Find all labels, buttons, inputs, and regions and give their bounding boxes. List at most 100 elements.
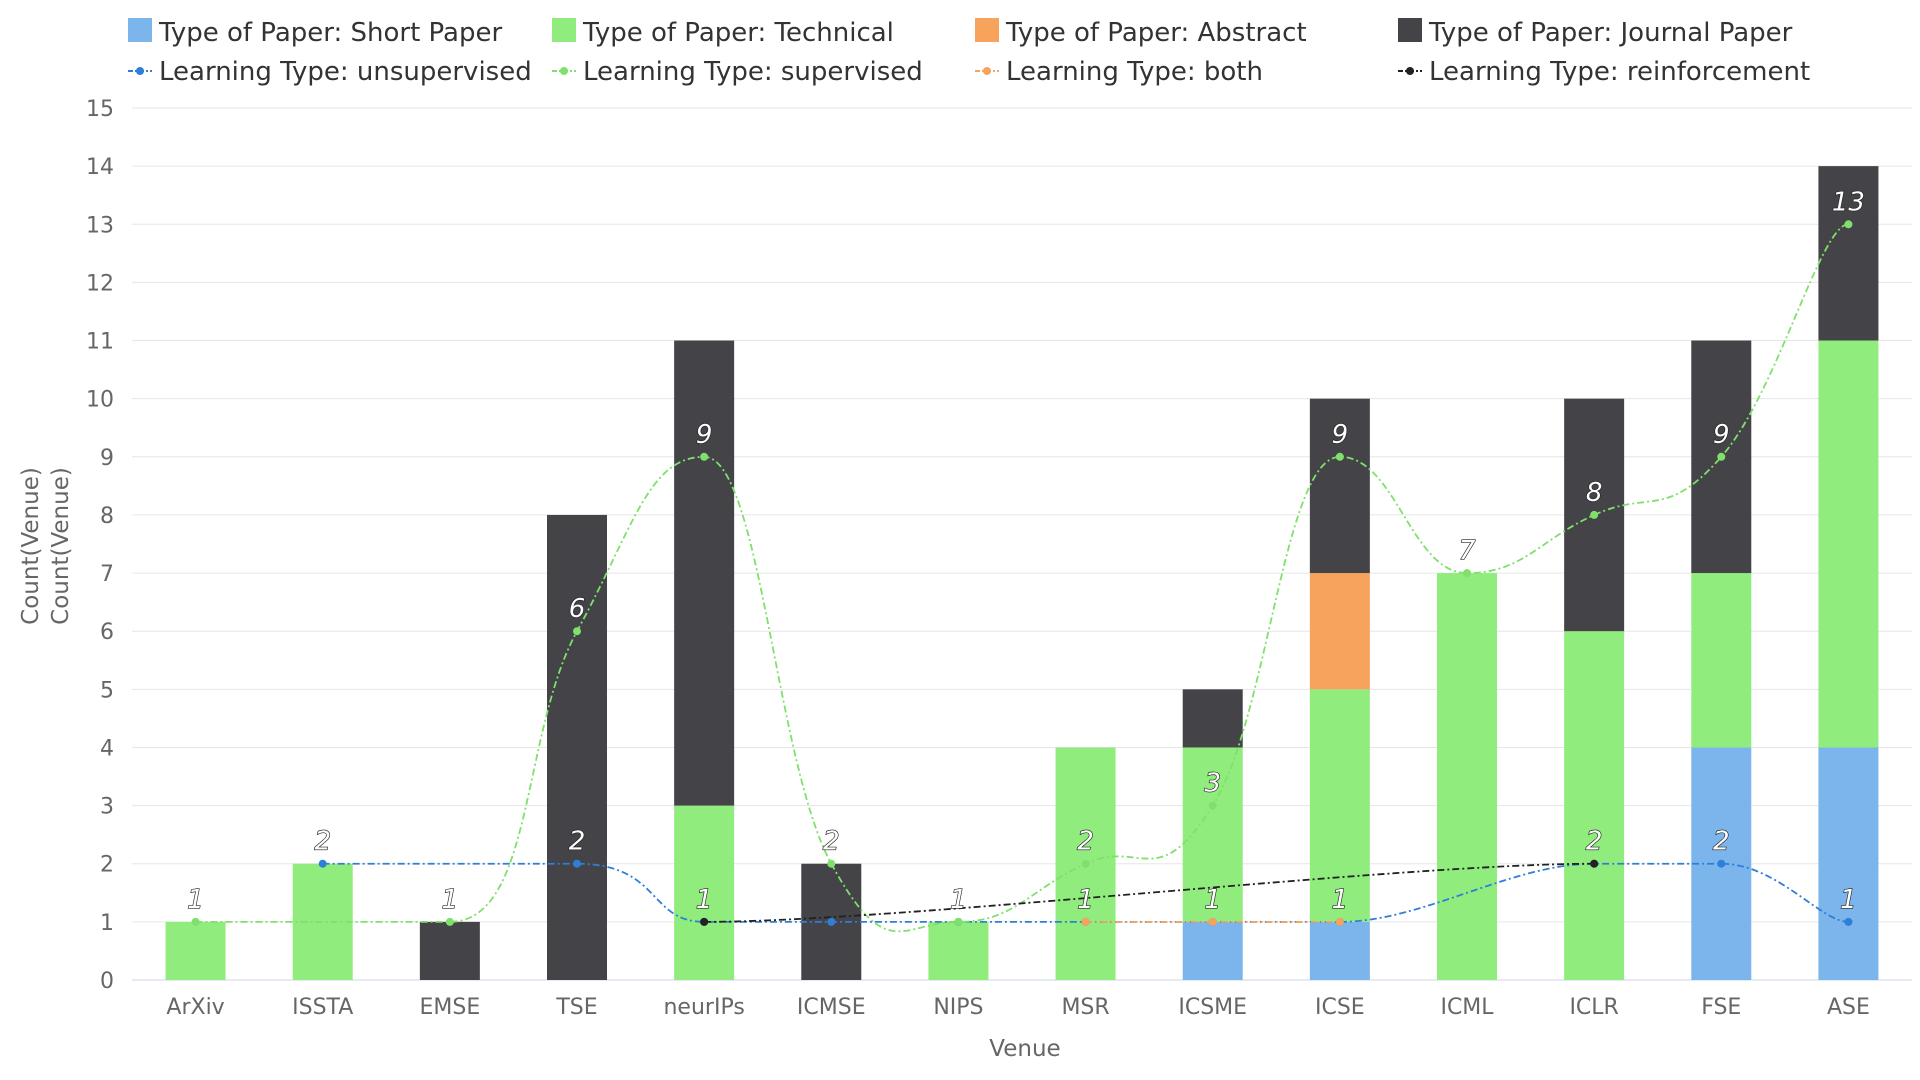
bar-short-paper-icsme <box>1182 921 1243 980</box>
data-label: 13 <box>1832 187 1865 217</box>
legend-marker[interactable] <box>136 67 144 75</box>
point-supervised <box>1717 452 1726 461</box>
point-supervised <box>1844 220 1853 229</box>
data-label: 9 <box>696 420 713 450</box>
legend-item-learning-type-supervised[interactable]: Learning Type: supervised <box>583 57 923 87</box>
legend-item-learning-type-both[interactable]: Learning Type: both <box>1006 57 1263 87</box>
y-tick-label: 1 <box>100 911 114 936</box>
data-label: 9 <box>1713 420 1730 450</box>
y-tick-label: 12 <box>86 271 114 296</box>
x-tick-label: ICLR <box>1569 995 1618 1020</box>
y-tick-label: 2 <box>100 853 114 878</box>
bar-short-paper-icse <box>1309 921 1370 980</box>
legend-item-type-of-paper-journal-paper[interactable]: Type of Paper: Journal Paper <box>1428 18 1793 48</box>
x-tick-label: FSE <box>1701 995 1741 1020</box>
data-label: 2 <box>1077 827 1094 857</box>
data-label: 8 <box>1586 478 1603 508</box>
point-unsupervised <box>1844 917 1853 926</box>
legend-swatch-type-of-paper-technical[interactable] <box>552 18 576 42</box>
bar-technical-arxiv <box>165 921 226 980</box>
bar-technical-icml <box>1437 573 1497 980</box>
bar-journal-paper-icse <box>1309 398 1370 574</box>
x-tick-label: ICML <box>1440 995 1494 1020</box>
data-label: 2 <box>1713 827 1730 857</box>
data-label: 1 <box>1840 885 1857 915</box>
bar-technical-iclr <box>1564 631 1625 980</box>
line-reinforcement <box>704 862 1595 923</box>
point-both <box>1335 917 1344 926</box>
point-supervised <box>827 859 836 868</box>
point-reinforcement <box>700 917 709 926</box>
y-tick-label: 10 <box>86 388 114 413</box>
legend-item-type-of-paper-technical[interactable]: Type of Paper: Technical <box>582 18 894 48</box>
data-label: 1 <box>187 885 204 915</box>
legend-item-type-of-paper-abstract[interactable]: Type of Paper: Abstract <box>1005 18 1307 48</box>
legend-item-type-of-paper-short-paper[interactable]: Type of Paper: Short Paper <box>158 18 502 48</box>
bar-journal-paper-neurips <box>674 340 735 806</box>
x-tick-label: ArXiv <box>166 995 224 1020</box>
y-tick-label: 13 <box>86 213 114 238</box>
point-supervised <box>954 917 963 926</box>
x-tick-label: ASE <box>1827 995 1870 1020</box>
y-tick-label: 0 <box>100 969 114 994</box>
data-label: 6 <box>569 594 586 624</box>
data-label: 2 <box>314 827 331 857</box>
point-supervised <box>1590 510 1599 519</box>
y-tick-label: 8 <box>100 504 114 529</box>
bar-journal-paper-icsme <box>1182 689 1243 748</box>
x-tick-label: NIPS <box>933 995 983 1020</box>
bar-technical-ase <box>1818 340 1879 748</box>
legend-swatch-type-of-paper-short-paper[interactable] <box>128 18 152 42</box>
legend-marker[interactable] <box>560 67 568 75</box>
legend-marker[interactable] <box>983 67 991 75</box>
line-series <box>191 220 1853 933</box>
y-tick-label: 4 <box>100 736 114 761</box>
point-supervised <box>445 917 454 926</box>
point-supervised <box>700 452 709 461</box>
point-supervised <box>191 917 200 926</box>
data-label: 2 <box>823 827 840 857</box>
y-tick-label: 7 <box>100 562 114 587</box>
point-both <box>1208 917 1217 926</box>
bar-journal-paper-ase <box>1818 166 1879 341</box>
legend-item-learning-type-unsupervised[interactable]: Learning Type: unsupervised <box>159 57 532 87</box>
legend-item-learning-type-reinforcement[interactable]: Learning Type: reinforcement <box>1429 57 1810 87</box>
point-unsupervised <box>1717 859 1726 868</box>
x-tick-label: EMSE <box>419 995 480 1020</box>
data-label: 3 <box>1204 769 1221 799</box>
y-tick-label: 15 <box>86 97 114 122</box>
y-axis-title: Count(Venue) <box>18 467 44 625</box>
bar-abstract-icse <box>1309 573 1370 690</box>
x-tick-label: TSE <box>555 995 597 1020</box>
data-label: 2 <box>1586 827 1603 857</box>
data-label: 1 <box>1332 885 1349 915</box>
point-supervised <box>573 627 581 636</box>
legend-swatch-type-of-paper-journal-paper[interactable] <box>1398 18 1422 42</box>
bars <box>165 166 1879 980</box>
bar-journal-paper-emse <box>419 921 480 980</box>
x-tick-label: ICSE <box>1315 995 1365 1020</box>
data-label: 1 <box>696 885 713 915</box>
point-reinforcement <box>1590 859 1599 868</box>
y-axis-title-secondary: Count(Venue) <box>48 467 74 625</box>
y-tick-label: 6 <box>100 620 114 645</box>
legend: Type of Paper: Short Paper Type of Paper:… <box>128 18 1810 87</box>
y-tick-label: 9 <box>100 446 114 471</box>
data-label: 1 <box>1077 885 1094 915</box>
data-label: 2 <box>569 827 586 857</box>
bar-technical-icsme <box>1182 747 1243 922</box>
x-tick-label: ICSME <box>1178 995 1247 1020</box>
data-label: 7 <box>1459 536 1476 566</box>
bar-short-paper-ase <box>1818 747 1879 980</box>
data-label: 9 <box>1332 420 1349 450</box>
legend-marker[interactable] <box>1406 67 1414 75</box>
x-tick-label: ISSTA <box>292 995 353 1020</box>
data-label: 1 <box>442 885 459 915</box>
y-tick-label: 11 <box>86 330 114 355</box>
bar-journal-paper-tse <box>547 514 607 980</box>
legend-swatch-type-of-paper-abstract[interactable] <box>975 18 999 42</box>
x-tick-label: MSR <box>1061 995 1109 1020</box>
